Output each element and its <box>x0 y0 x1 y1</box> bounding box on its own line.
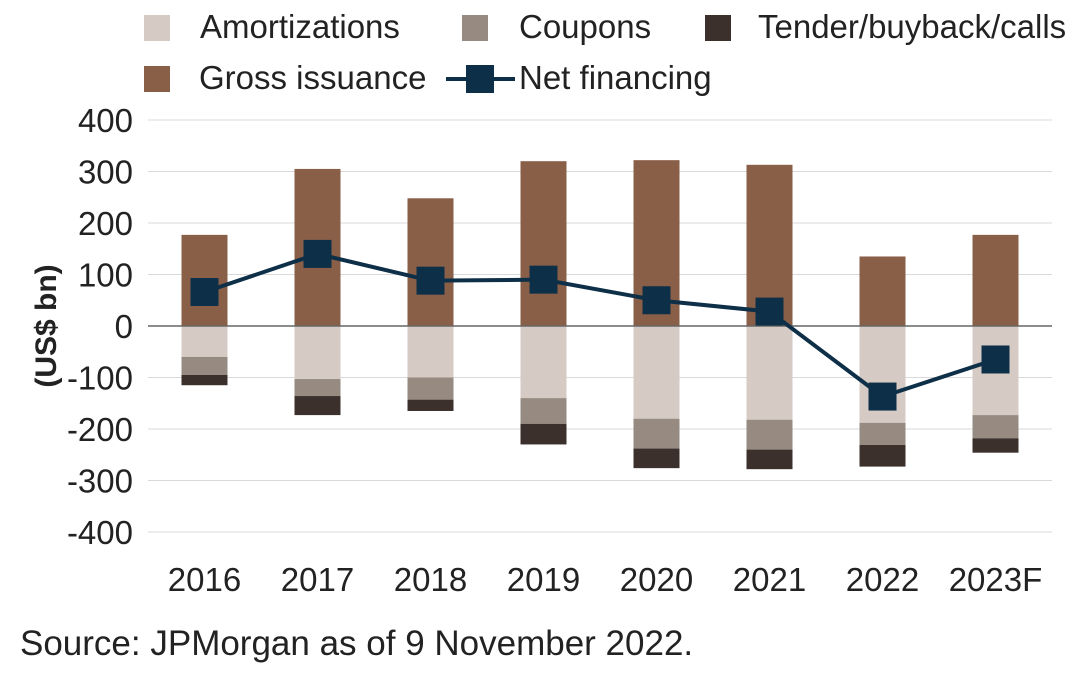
bar-coupons-2017 <box>294 379 341 397</box>
bar-tender-2017 <box>294 396 341 416</box>
bar-coupons-2018 <box>407 377 454 400</box>
y-axis-title: (US$ bn) <box>30 264 63 387</box>
y-tick-label: -200 <box>67 411 133 448</box>
y-axis-ticks: 400 300 200 100 0 -100 -200 -300 -400 <box>67 102 133 551</box>
net-financing-marker-2021 <box>755 297 784 326</box>
bar-tender-2018 <box>407 399 454 411</box>
bar-coupons-2020 <box>633 418 680 449</box>
bar-gross-issuance-2019 <box>520 161 567 326</box>
source-note: Source: JPMorgan as of 9 November 2022. <box>20 624 694 663</box>
legend-swatch-tender <box>705 15 731 41</box>
legend-item-coupons: Coupons <box>462 8 651 45</box>
y-tick-label: 100 <box>78 257 133 294</box>
net-financing-marker-2019 <box>529 265 558 294</box>
bar-gross-issuance-2018 <box>407 198 454 326</box>
x-tick-label: 2022 <box>846 561 919 598</box>
bar-amortizations-2019 <box>520 326 567 399</box>
legend-swatch-gross-issuance <box>144 66 170 92</box>
x-tick-label: 2018 <box>394 561 467 598</box>
bar-gross-issuance-2023f <box>972 234 1019 326</box>
bar-amortizations-2020 <box>633 326 680 419</box>
bar-gross-issuance-2022 <box>859 256 906 326</box>
legend-label-net-financing: Net financing <box>519 59 712 96</box>
legend-label-coupons: Coupons <box>519 8 651 45</box>
legend-item-net-financing: Net financing <box>446 59 712 96</box>
net-financing-line <box>190 239 1010 411</box>
net-financing-marker-2020 <box>642 286 671 315</box>
y-tick-label: -300 <box>67 463 133 500</box>
y-tick-label: 300 <box>78 154 133 191</box>
legend-marker-net-financing <box>466 65 494 93</box>
net-financing-marker-2018 <box>416 266 445 295</box>
x-tick-label: 2016 <box>168 561 241 598</box>
bar-coupons-2016 <box>181 356 228 375</box>
y-tick-label: 200 <box>78 205 133 242</box>
net-financing-marker-2023f <box>981 345 1010 374</box>
legend-item-amortizations: Amortizations <box>144 8 400 45</box>
legend-label-gross-issuance: Gross issuance <box>199 59 426 96</box>
bar-tender-2021 <box>746 449 793 470</box>
x-tick-label: 2020 <box>620 561 693 598</box>
legend-swatch-amortizations <box>144 15 170 41</box>
bar-amortizations-2017 <box>294 326 341 380</box>
bar-amortizations-2018 <box>407 326 454 378</box>
bar-amortizations-2021 <box>746 326 793 420</box>
bar-tender-2022 <box>859 444 906 467</box>
x-axis-ticks: 2016 2017 2018 2019 2020 2021 2022 2023F <box>168 561 1043 598</box>
x-tick-label: 2017 <box>281 561 354 598</box>
legend-label-amortizations: Amortizations <box>200 8 400 45</box>
bar-coupons-2021 <box>746 419 793 450</box>
y-tick-label: 400 <box>78 102 133 139</box>
net-financing-marker-2016 <box>190 278 219 307</box>
x-tick-label: 2019 <box>507 561 580 598</box>
bar-coupons-2023f <box>972 415 1019 439</box>
bar-coupons-2022 <box>859 422 906 445</box>
bar-coupons-2019 <box>520 398 567 424</box>
bar-tender-2023f <box>972 438 1019 453</box>
bar-tender-2016 <box>181 374 228 386</box>
net-financing-marker-2022 <box>868 382 897 411</box>
y-tick-label: 0 <box>115 308 133 345</box>
bar-tender-2019 <box>520 423 567 445</box>
x-tick-label: 2023F <box>949 561 1043 598</box>
net-financing-path <box>203 251 997 399</box>
legend-item-gross-issuance: Gross issuance <box>144 59 426 96</box>
y-tick-label: -100 <box>67 360 133 397</box>
chart: Amortizations Coupons Tender/buyback/cal… <box>30 8 1066 598</box>
bars <box>181 160 1019 470</box>
bar-tender-2020 <box>633 448 680 469</box>
bar-amortizations-2016 <box>181 326 228 357</box>
legend: Amortizations Coupons Tender/buyback/cal… <box>144 8 1066 96</box>
legend-item-tender: Tender/buyback/calls <box>705 8 1066 45</box>
y-tick-label: -400 <box>67 514 133 551</box>
legend-swatch-coupons <box>462 15 488 41</box>
legend-label-tender: Tender/buyback/calls <box>758 8 1066 45</box>
net-financing-marker-2017 <box>303 239 332 268</box>
x-tick-label: 2021 <box>733 561 806 598</box>
